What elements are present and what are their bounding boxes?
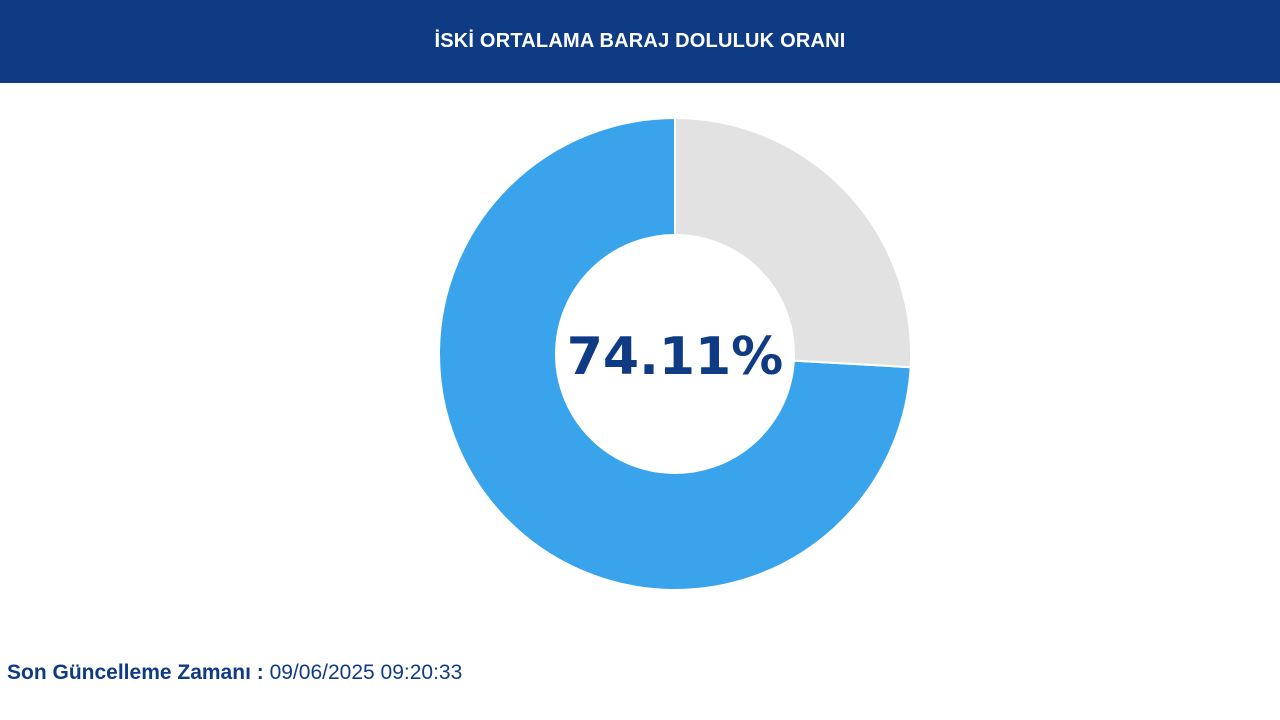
fill-percentage-label: 74.11% <box>567 327 784 387</box>
donut-chart: 74.11% <box>438 116 912 591</box>
last-update-label: Son Güncelleme Zamanı <box>7 661 251 684</box>
donut-slice-filled <box>438 116 912 591</box>
header-bar: İSKİ ORTALAMA BARAJ DOLULUK ORANI <box>0 0 1280 83</box>
donut-slices <box>438 116 912 591</box>
last-update-value: 09/06/2025 09:20:33 <box>269 661 463 684</box>
page-title: İSKİ ORTALAMA BARAJ DOLULUK ORANI <box>434 30 846 52</box>
donut-slice-empty <box>674 116 912 369</box>
last-update: Son Güncelleme Zamanı : 09/06/2025 09:20… <box>7 661 462 685</box>
donut-chart-container: 74.11% <box>0 83 1280 643</box>
last-update-separator: : <box>250 661 270 684</box>
